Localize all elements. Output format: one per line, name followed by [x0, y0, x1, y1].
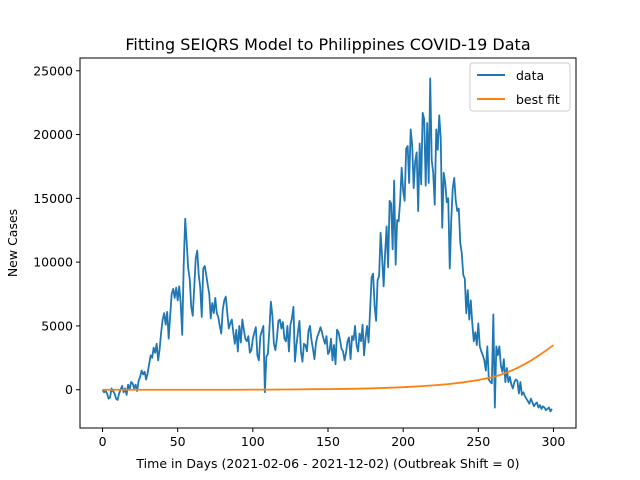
legend-label-data: data — [516, 68, 544, 83]
x-axis-label: Time in Days (2021-02-06 - 2021-12-02) (… — [135, 456, 519, 471]
x-tick-label: 300 — [542, 434, 566, 449]
y-tick-label: 25000 — [33, 63, 73, 78]
y-tick-label: 15000 — [33, 191, 73, 206]
y-axis-label: New Cases — [5, 209, 20, 277]
x-tick-label: 100 — [241, 434, 265, 449]
series-line-best-fit — [102, 344, 554, 391]
y-tick-label: 5000 — [41, 318, 73, 333]
x-tick-label: 0 — [99, 434, 107, 449]
y-tick-label: 20000 — [33, 127, 73, 142]
x-tick-label: 50 — [170, 434, 186, 449]
x-tick-label: 200 — [391, 434, 415, 449]
y-tick-label: 0 — [65, 382, 73, 397]
series-layer — [101, 77, 554, 413]
x-tick-label: 150 — [316, 434, 340, 449]
legend: data best fit — [469, 62, 571, 112]
legend-label-best-fit: best fit — [516, 92, 560, 107]
series-line-data — [101, 77, 553, 413]
plot-area — [80, 58, 576, 428]
y-axis-ticks: 0 5000 10000 15000 20000 25000 — [33, 63, 80, 397]
x-tick-label: 250 — [466, 434, 490, 449]
y-tick-label: 10000 — [33, 255, 73, 270]
chart-title: Fitting SEIQRS Model to Philippines COVI… — [125, 35, 530, 54]
x-axis-ticks: 0 50 100 150 200 250 300 — [99, 428, 566, 449]
